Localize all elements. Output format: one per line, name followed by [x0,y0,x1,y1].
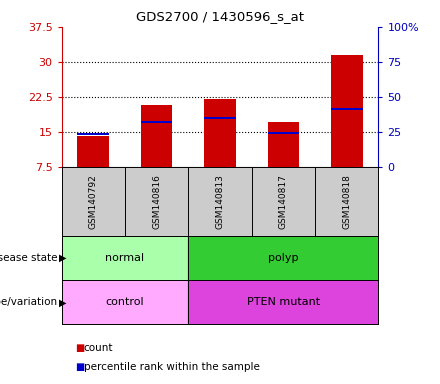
Text: percentile rank within the sample: percentile rank within the sample [84,362,260,372]
Bar [204,117,236,119]
Text: PTEN mutant: PTEN mutant [247,297,320,308]
Text: disease state: disease state [0,253,57,263]
Title: GDS2700 / 1430596_s_at: GDS2700 / 1430596_s_at [136,10,304,23]
Bar [331,108,363,109]
Bar [62,236,188,280]
Text: control: control [106,297,144,308]
Bar [204,99,236,167]
Bar [77,133,109,135]
Bar [77,136,109,167]
Bar [331,55,363,167]
Text: ▶: ▶ [59,297,67,308]
Text: count: count [84,343,113,353]
Bar [141,105,172,167]
Bar [188,236,378,280]
Text: genotype/variation: genotype/variation [0,297,57,308]
Text: GSM140817: GSM140817 [279,174,288,229]
Text: ▶: ▶ [59,253,67,263]
Text: GSM140813: GSM140813 [216,174,224,229]
Bar [62,280,188,324]
Text: GSM140816: GSM140816 [152,174,161,229]
Text: ■: ■ [75,343,84,353]
Bar [141,121,172,122]
Text: GSM140792: GSM140792 [89,174,98,229]
Bar [268,122,299,167]
Text: polyp: polyp [268,253,299,263]
Text: ■: ■ [75,362,84,372]
Bar [188,280,378,324]
Bar [268,132,299,134]
Text: GSM140818: GSM140818 [342,174,351,229]
Text: normal: normal [106,253,144,263]
